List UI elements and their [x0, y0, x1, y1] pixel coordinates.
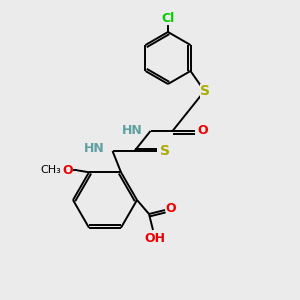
Text: OH: OH [145, 232, 166, 244]
Text: Cl: Cl [161, 11, 175, 25]
Text: CH₃: CH₃ [40, 165, 61, 175]
Text: O: O [62, 164, 73, 177]
Text: HN: HN [122, 124, 142, 137]
Text: S: S [200, 84, 209, 98]
Text: O: O [197, 124, 208, 137]
Text: O: O [166, 202, 176, 214]
Text: S: S [160, 144, 170, 158]
Text: HN: HN [84, 142, 104, 155]
